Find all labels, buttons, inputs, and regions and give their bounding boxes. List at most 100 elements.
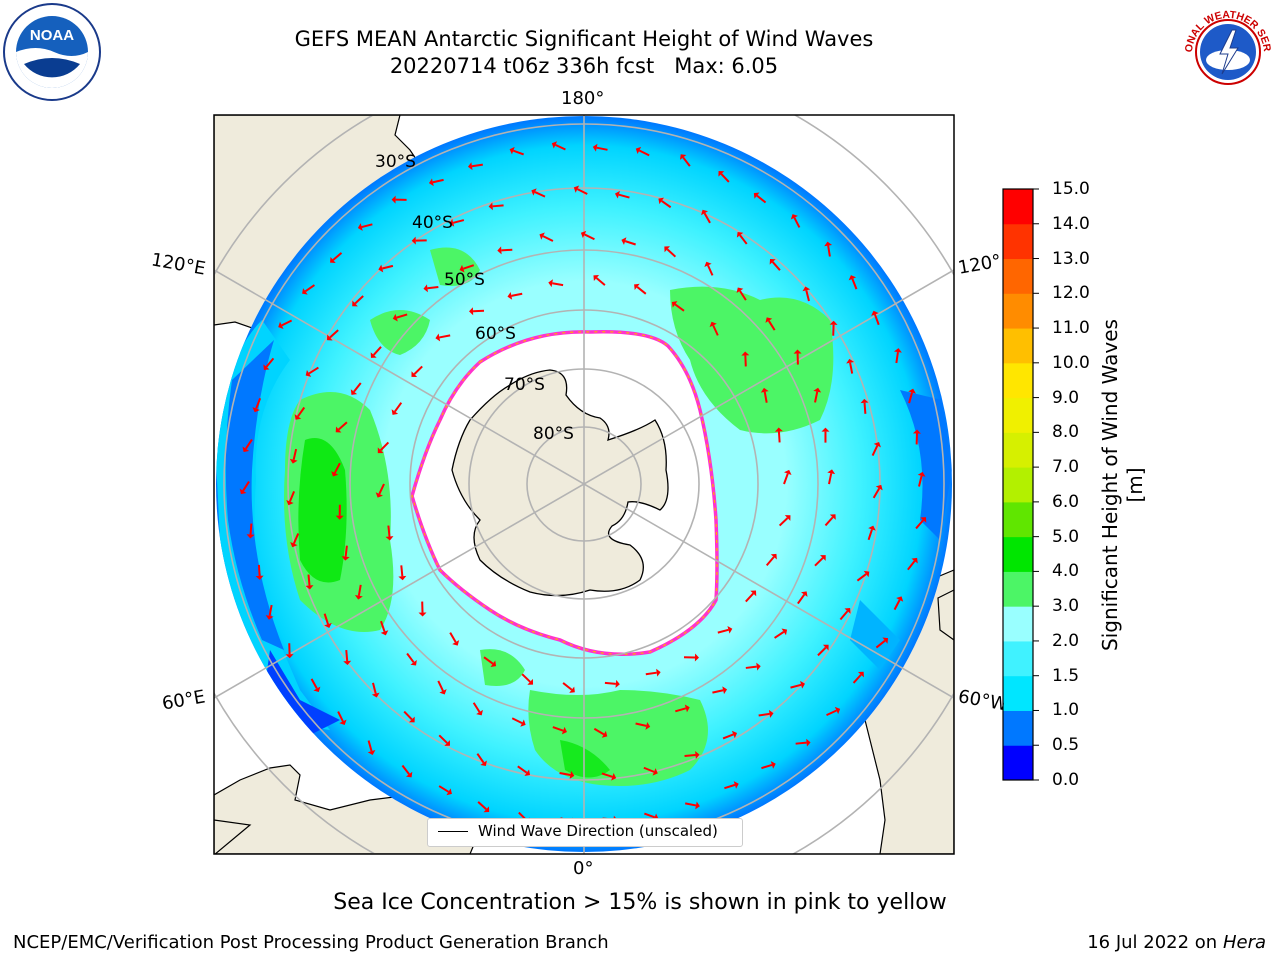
- wind-wave-arrow: [304, 284, 316, 293]
- lat-label-60s: 60°S: [475, 324, 516, 344]
- wind-wave-arrow-head: [391, 195, 396, 204]
- wind-wave-arrow-head: [483, 806, 490, 813]
- wind-wave-arrow-head: [893, 348, 902, 353]
- wind-wave-arrow: [918, 475, 923, 487]
- wind-wave-arrow: [839, 610, 849, 621]
- wind-wave-arrow-head: [488, 202, 493, 211]
- wind-wave-arrow-head: [718, 171, 725, 177]
- wind-wave-arrow-head: [679, 154, 687, 160]
- wind-wave-arrow-head: [580, 230, 587, 239]
- wind-wave-arrow-head: [829, 320, 838, 325]
- wind-wave-arrow-head: [760, 387, 769, 393]
- wind-wave-arrow-head: [784, 515, 791, 521]
- wind-wave-arrow-head: [753, 192, 760, 199]
- wind-wave-arrow-head: [331, 471, 339, 477]
- wind-wave-arrow-head: [704, 261, 712, 268]
- wind-wave-arrow: [720, 173, 730, 183]
- colorbar-tick-label: 3.0: [1052, 596, 1080, 617]
- wind-wave-arrow: [406, 652, 415, 663]
- wind-wave-arrow-head: [507, 291, 513, 300]
- wind-wave-arrow: [427, 286, 439, 290]
- wind-wave-arrow-head: [722, 686, 728, 695]
- wind-wave-arrow: [797, 594, 806, 605]
- wind-wave-arrow: [717, 628, 729, 634]
- wind-wave-arrow-head: [573, 185, 580, 193]
- colorbar-band: [1003, 710, 1033, 746]
- map-frame: [213, 114, 955, 855]
- wind-wave-arrow-head: [824, 241, 833, 247]
- wind-wave-arrow: [361, 223, 373, 229]
- wind-wave-arrow-head: [793, 349, 802, 354]
- wind-wave-arrow: [790, 683, 802, 689]
- wind-wave-arrow: [638, 149, 650, 157]
- wind-wave-arrow: [712, 324, 719, 336]
- wind-wave-arrow: [814, 391, 819, 403]
- wind-wave-arrow: [852, 674, 862, 684]
- wind-wave-arrow: [413, 365, 423, 375]
- wind-wave-arrow-head: [912, 429, 921, 434]
- wind-wave-arrow-head: [313, 686, 321, 693]
- wind-wave-arrow-head: [736, 287, 744, 294]
- wind-wave-arrow-head: [263, 364, 270, 370]
- wind-wave-arrow: [439, 334, 451, 339]
- wind-wave-arrow: [703, 212, 711, 224]
- wind-wave-arrow: [501, 248, 513, 252]
- wind-wave-arrow-head: [664, 246, 670, 253]
- wind-wave-arrow-head: [377, 447, 384, 454]
- colorbar-band: [1003, 293, 1033, 329]
- wind-wave-arrow: [915, 519, 925, 530]
- wind-wave-arrow: [875, 639, 886, 649]
- wind-wave-arrow-head: [449, 218, 455, 227]
- chart-subtitle: 20220714 t06z 336h fcst Max: 6.05: [389, 54, 779, 78]
- footer-date: 16 Jul 2022 on Hera: [1087, 932, 1266, 953]
- wind-wave-arrow: [292, 448, 298, 460]
- wind-wave-arrow: [378, 483, 385, 495]
- wind-wave-arrow: [661, 200, 672, 209]
- wind-wave-arrow-head: [871, 310, 879, 316]
- wind-wave-arrow-head: [490, 660, 497, 667]
- wind-wave-arrow: [452, 219, 465, 224]
- wind-wave-arrow-head: [768, 709, 774, 718]
- wind-wave-arrow: [382, 264, 394, 270]
- wind-wave-arrow: [344, 545, 348, 557]
- wind-wave-arrow: [765, 556, 775, 566]
- wind-wave-arrow: [462, 264, 475, 270]
- wind-wave-arrow-head: [695, 750, 700, 759]
- wind-wave-arrow-head: [911, 557, 918, 564]
- colorbar-tick-label: 10.0: [1052, 352, 1090, 373]
- wind-wave-arrow-head: [770, 553, 777, 560]
- wind-wave-arrow: [471, 163, 483, 168]
- colorbar-band: [1003, 397, 1033, 433]
- wind-wave-arrow: [793, 217, 801, 228]
- colorbar-band: [1003, 606, 1033, 642]
- wind-wave-arrow: [562, 682, 573, 691]
- wind-wave-arrow: [712, 689, 724, 694]
- colorbar-band: [1003, 745, 1033, 781]
- wind-wave-arrow-head: [524, 769, 530, 776]
- wind-wave-arrow: [483, 656, 494, 665]
- wind-wave-arrow-head: [569, 686, 575, 693]
- wind-wave-arrow-head: [802, 286, 811, 292]
- wind-wave-arrow-head: [790, 214, 798, 220]
- legend-text: Wind Wave Direction (unscaled): [478, 822, 718, 840]
- wind-wave-arrow-head: [770, 761, 776, 769]
- wind-wave-arrow-head: [774, 427, 783, 432]
- wind-wave-arrow-head: [875, 484, 883, 491]
- wind-wave-arrow: [354, 295, 364, 305]
- wind-wave-arrow-head: [265, 615, 274, 620]
- wind-wave-arrow: [758, 712, 770, 717]
- wind-wave-arrow-head: [813, 387, 822, 393]
- colorbar-tick-label: 0.0: [1052, 770, 1080, 790]
- wind-wave-arrow-head: [615, 679, 620, 688]
- wind-wave-arrow-head: [497, 246, 502, 255]
- wind-wave-arrow-head: [684, 704, 690, 713]
- wind-wave-arrow: [380, 620, 386, 632]
- wind-wave-arrow-head: [844, 608, 851, 614]
- wind-wave-arrow-head: [658, 197, 664, 205]
- wind-wave-arrow: [534, 191, 546, 198]
- wind-wave-arrow-head: [846, 358, 855, 364]
- wind-wave-arrow-head: [341, 556, 350, 561]
- colorbar-tick-label: 1.5: [1052, 665, 1080, 686]
- wind-wave-arrow: [745, 665, 757, 669]
